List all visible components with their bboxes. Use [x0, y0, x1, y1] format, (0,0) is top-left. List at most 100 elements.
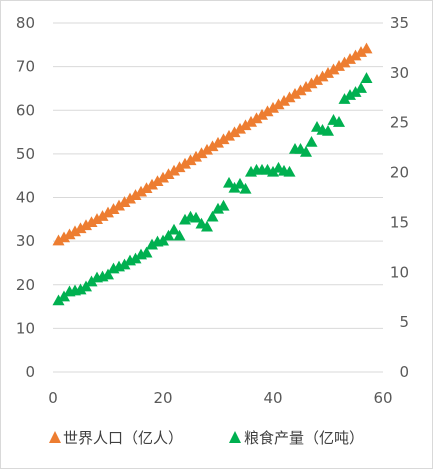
x-tick-label: 20: [153, 389, 172, 407]
grain-point: [102, 268, 114, 280]
population-point: [201, 143, 213, 155]
population-point: [162, 168, 175, 180]
population-point: [107, 203, 120, 214]
grain-point: [349, 86, 362, 97]
population-point: [355, 46, 367, 57]
population-point: [124, 192, 136, 204]
grain-point: [228, 181, 241, 193]
left-tick-label: 70: [16, 58, 35, 76]
population-point: [245, 115, 257, 127]
left-tick-label: 80: [16, 14, 35, 32]
population-point: [184, 154, 197, 166]
left-tick-label: 60: [16, 101, 35, 119]
population-point: [289, 87, 301, 99]
grain-point: [338, 93, 351, 104]
population-point: [278, 94, 290, 106]
population-point: [349, 49, 362, 61]
grain-point: [179, 213, 191, 225]
left-tick-label: 30: [16, 232, 35, 250]
grain-point: [168, 223, 180, 235]
population-point: [151, 175, 164, 187]
population-point: [283, 91, 296, 103]
population-point: [80, 219, 92, 231]
grain-point: [201, 220, 213, 232]
population-point: [333, 60, 345, 71]
grain-point: [223, 176, 235, 188]
population-point: [272, 98, 285, 110]
population-point: [69, 225, 81, 237]
population-point: [58, 231, 70, 243]
population-point: [52, 234, 65, 246]
legend-marker-population: [49, 431, 61, 443]
right-tick-label: 15: [390, 213, 409, 231]
population-point: [168, 164, 180, 176]
left-axis-ticks: 0 10 20 30 40 50 60 70 80: [16, 14, 35, 381]
right-tick-label: 10: [390, 263, 409, 281]
grain-point: [162, 229, 175, 241]
right-tick-label: 30: [390, 64, 409, 82]
grain-point: [52, 294, 65, 306]
grain-point: [173, 229, 186, 241]
x-axis-ticks: 0 20 40 60: [48, 389, 392, 407]
right-tick-label: 25: [390, 114, 409, 132]
population-point: [223, 129, 235, 141]
population-point: [173, 161, 186, 173]
right-tick-label: 5: [399, 313, 409, 331]
grain-point: [234, 177, 246, 189]
right-tick-label: 20: [390, 164, 409, 182]
population-point: [206, 140, 219, 152]
grain-point: [118, 258, 131, 270]
left-tick-label: 40: [16, 189, 35, 207]
grain-point: [300, 145, 312, 157]
grain-point: [239, 182, 252, 194]
left-tick-label: 50: [16, 145, 35, 163]
population-point: [300, 80, 312, 92]
grain-point: [212, 202, 224, 214]
population-point: [179, 157, 191, 169]
grain-point: [146, 238, 158, 250]
legend-label-population: 世界人口（亿人）: [63, 429, 183, 447]
population-point: [267, 101, 279, 113]
grain-point: [344, 89, 356, 100]
population-point: [195, 147, 208, 159]
population-point: [311, 74, 323, 85]
population-point: [250, 112, 263, 124]
population-point: [360, 42, 373, 54]
grain-point: [140, 246, 153, 258]
population-point: [91, 213, 103, 224]
right-tick-label: 35: [390, 14, 409, 32]
population-point: [217, 133, 230, 145]
population-point: [256, 108, 268, 120]
right-axis-ticks: 0 5 10 15 20 25 30 35: [390, 14, 409, 381]
grain-point: [85, 275, 98, 287]
population-point: [135, 185, 147, 197]
left-tick-label: 20: [16, 276, 35, 294]
population-point: [118, 196, 131, 207]
legend-marker-grain: [229, 431, 241, 443]
grain-point: [217, 199, 230, 211]
legend: 世界人口（亿人） 粮食产量（亿吨）: [49, 429, 364, 447]
grain-point: [267, 165, 279, 177]
population-point: [338, 56, 351, 68]
population-point: [327, 63, 340, 75]
grain-point: [333, 116, 345, 127]
population-point: [129, 189, 142, 200]
population-point: [85, 216, 98, 228]
population-point: [102, 206, 114, 218]
grain-point: [74, 283, 87, 295]
population-point: [344, 53, 356, 64]
population-point: [294, 84, 307, 96]
grain-point: [283, 165, 296, 177]
grain-point: [190, 211, 202, 223]
gridlines: [53, 22, 383, 373]
population-point: [305, 77, 318, 89]
grain-point: [305, 135, 318, 147]
population-point: [146, 178, 158, 190]
population-point: [157, 171, 169, 183]
grain-point: [355, 82, 367, 93]
grain-point: [322, 124, 334, 136]
legend-label-grain: 粮食产量（亿吨）: [244, 429, 364, 447]
population-point: [322, 67, 334, 78]
population-point: [74, 222, 87, 234]
